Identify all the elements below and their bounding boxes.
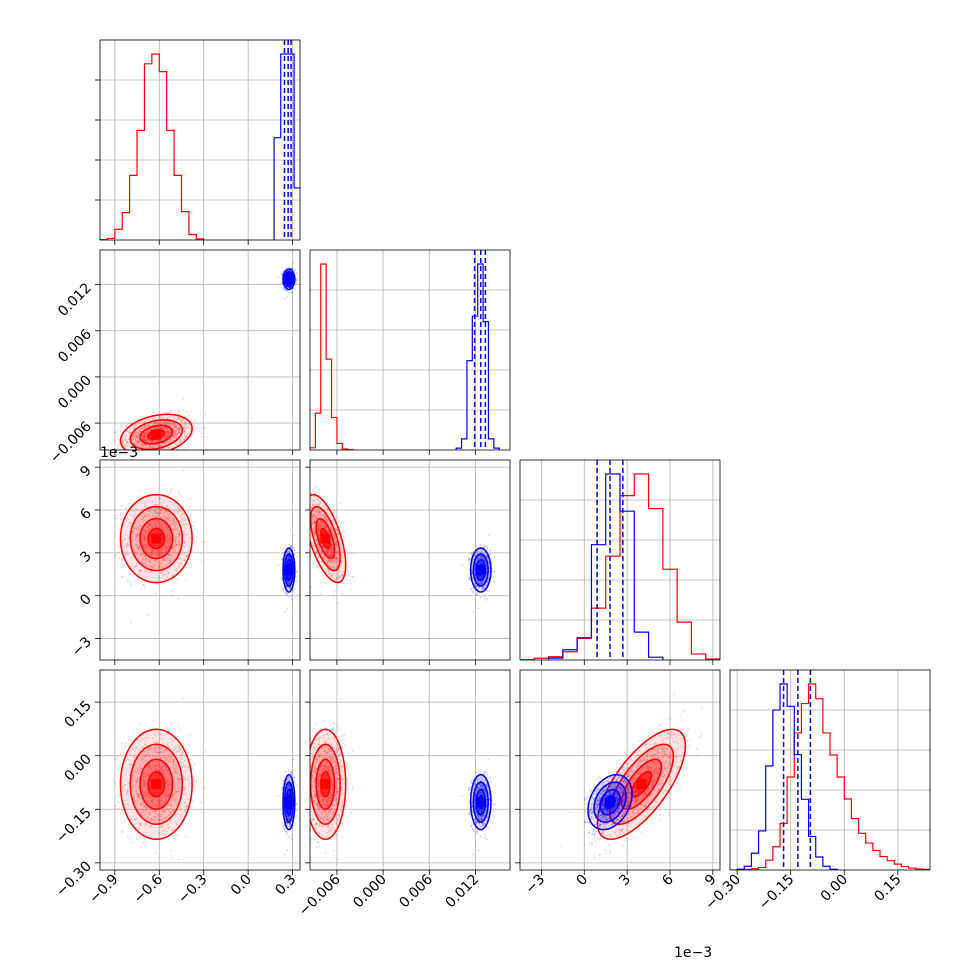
x-tick-label: 3 xyxy=(616,872,634,890)
x-tick-label: 0.00 xyxy=(818,872,851,905)
panel-3-2: −3 0 3 6 9 xyxy=(515,669,721,898)
contours-blue xyxy=(282,773,296,831)
x-tick-label: 0.3 xyxy=(272,872,299,899)
y-tick-label: 9 xyxy=(77,463,95,481)
panel-0-0 xyxy=(95,39,301,245)
density-peak xyxy=(605,797,615,808)
contours-red xyxy=(310,493,347,584)
y-tick-label: 0.012 xyxy=(55,280,95,320)
x-tick-label: 0.0 xyxy=(228,872,255,899)
gridlines xyxy=(310,250,510,450)
y-tick-label: −0.15 xyxy=(53,805,95,847)
y-tick-label: 6 xyxy=(77,505,95,523)
panel-2-0: −3 0 3 6 9 xyxy=(69,459,301,665)
contours-red xyxy=(310,728,347,841)
density-peak xyxy=(320,779,331,790)
density-peak xyxy=(283,565,294,575)
contours-blue xyxy=(282,547,296,593)
histogram-red xyxy=(730,683,930,870)
x-tick-label: −0.15 xyxy=(756,872,798,914)
x-offset-label: 1e−3 xyxy=(674,945,712,961)
contours-red xyxy=(119,728,193,841)
y-tick-label: 3 xyxy=(77,548,95,566)
contours-blue xyxy=(282,268,296,291)
axes-frame xyxy=(309,459,511,661)
gridlines xyxy=(100,250,300,450)
gridlines xyxy=(730,670,930,870)
x-tick-label: 0.000 xyxy=(350,872,390,912)
axes-frame xyxy=(519,669,721,871)
axes-frame xyxy=(729,669,931,871)
y-tick-label: 0.15 xyxy=(61,698,94,731)
axes-frame xyxy=(99,249,301,451)
axes-frame xyxy=(309,669,511,871)
x-tick-label: 0 xyxy=(573,872,591,890)
scatter-red xyxy=(559,693,703,863)
contours-red xyxy=(119,493,193,584)
panel-1-0: −0.006 0.000 0.006 0.012 xyxy=(47,249,301,467)
y-tick-label: 0.006 xyxy=(55,326,95,366)
x-tick-label: 0.15 xyxy=(871,872,904,905)
density-peak xyxy=(151,429,162,440)
axes-frame xyxy=(99,459,301,661)
x-tick-label: −3 xyxy=(522,872,548,898)
y-tick-label: 0.000 xyxy=(55,372,95,412)
histogram-blue xyxy=(736,683,838,870)
panel-2-1 xyxy=(305,459,511,665)
panel-2-2 xyxy=(519,459,721,665)
contours-blue xyxy=(469,547,492,593)
density-peak xyxy=(320,533,331,544)
x-tick-label: −0.6 xyxy=(131,871,166,906)
y-offset-label: 1e−3 xyxy=(100,445,138,461)
axes-frame xyxy=(99,669,301,871)
density-peak xyxy=(283,797,294,808)
panel-3-1: −0.006 0.000 0.006 0.012 xyxy=(296,669,511,919)
x-tick-label: 0.006 xyxy=(396,871,436,911)
contours-red xyxy=(119,413,193,450)
histogram-red xyxy=(520,473,720,660)
gridlines xyxy=(100,670,300,870)
density-peak xyxy=(475,565,486,575)
density-peak xyxy=(283,274,294,285)
axes-frame xyxy=(519,459,721,661)
y-tick-label: 0.00 xyxy=(61,751,94,784)
y-tick-label: −0.006 xyxy=(47,419,95,467)
y-tick-label: 0 xyxy=(77,591,95,609)
panel-1-1 xyxy=(309,249,511,455)
histogram-blue xyxy=(273,53,300,240)
histogram-red xyxy=(310,263,354,450)
density-peak xyxy=(475,797,486,808)
histogram-blue xyxy=(547,473,664,660)
x-tick-label: 6 xyxy=(659,871,677,889)
gridlines xyxy=(100,40,300,240)
axes-frame xyxy=(309,249,511,451)
panel-3-3: −0.30 −0.15 0.00 0.15 xyxy=(702,669,931,914)
density-peak xyxy=(151,533,162,544)
density-peak xyxy=(151,779,162,790)
density-peak xyxy=(636,779,647,790)
contours-blue xyxy=(469,773,492,831)
contours-blue xyxy=(587,773,633,831)
histogram-blue xyxy=(455,263,500,450)
histogram-red xyxy=(100,53,205,240)
panel-3-0: −0.9 −0.6 −0.3 0.0 0.3−0.30−0.150.000.15 xyxy=(53,669,301,907)
axes-frame xyxy=(99,39,301,241)
scatter-red xyxy=(113,469,207,624)
x-tick-label: −0.3 xyxy=(175,872,210,907)
x-tick-label: −0.9 xyxy=(86,872,121,907)
y-tick-label: −3 xyxy=(69,634,95,660)
gridlines xyxy=(520,670,720,870)
x-tick-label: −0.006 xyxy=(296,871,344,919)
x-tick-label: 0.012 xyxy=(443,872,483,912)
